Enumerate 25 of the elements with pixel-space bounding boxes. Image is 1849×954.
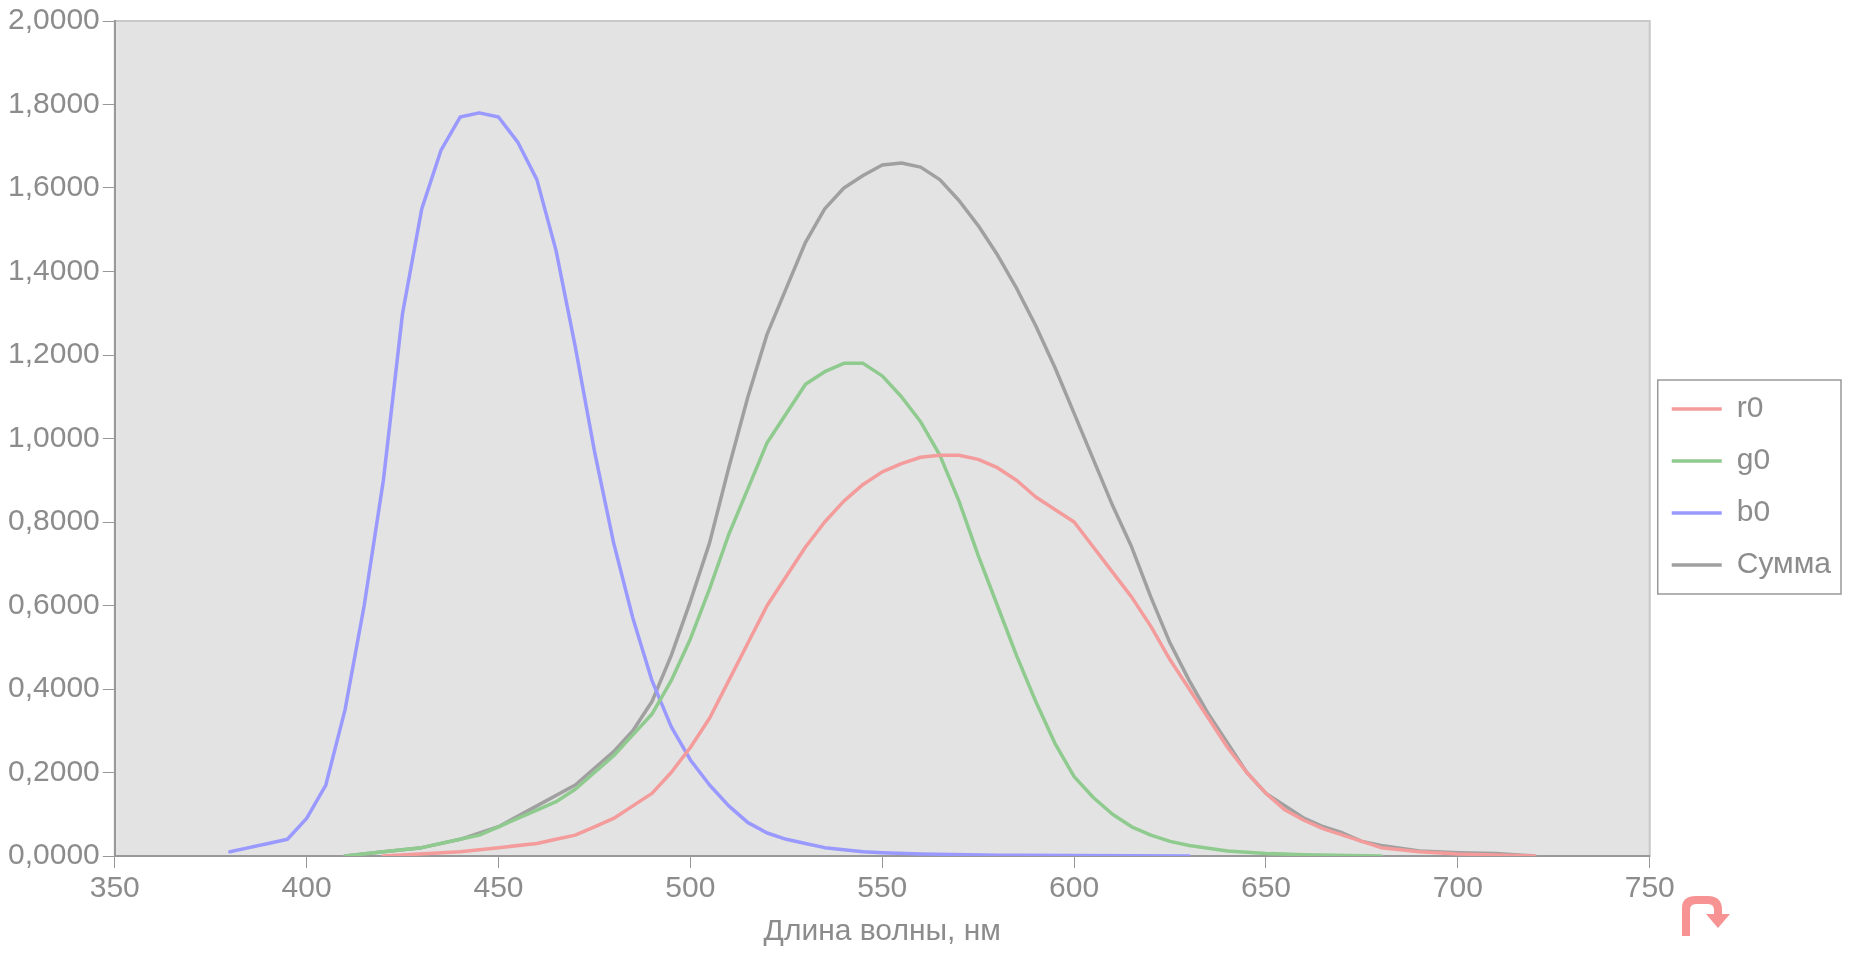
x-tick-label: 350 — [89, 870, 140, 904]
y-tick-label: 2,0000 — [7, 2, 100, 36]
y-tick-label: 1,0000 — [7, 419, 100, 453]
legend-label: b0 — [1736, 494, 1771, 528]
y-tick-label: 1,4000 — [7, 252, 100, 286]
x-tick-label: 650 — [1240, 870, 1292, 904]
y-tick-label: 1,2000 — [7, 336, 100, 370]
y-tick-label: 0,6000 — [7, 586, 100, 620]
x-tick-label: 700 — [1432, 870, 1483, 904]
y-tick-label: 0,0000 — [7, 837, 100, 871]
legend-label: Сумма — [1736, 546, 1832, 580]
y-tick-label: 1,6000 — [7, 169, 100, 203]
x-tick-label: 400 — [281, 870, 332, 904]
x-tick-label: 550 — [857, 870, 908, 904]
y-tick-label: 0,2000 — [7, 753, 100, 787]
legend-label: g0 — [1736, 442, 1771, 476]
x-axis-title: Длина волны, нм — [763, 913, 1001, 947]
x-tick-label: 600 — [1049, 870, 1100, 904]
x-tick-label: 450 — [473, 870, 524, 904]
x-tick-label: 500 — [665, 870, 716, 904]
y-tick-label: 0,4000 — [7, 670, 100, 704]
y-tick-label: 0,8000 — [7, 503, 100, 537]
y-tick-label: 1,8000 — [7, 85, 100, 119]
legend-label: r0 — [1736, 390, 1764, 424]
x-tick-label: 750 — [1624, 870, 1675, 904]
